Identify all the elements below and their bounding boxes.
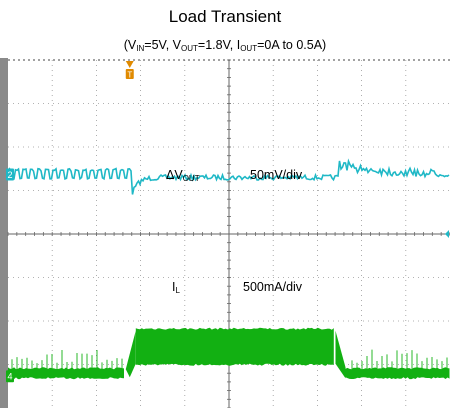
trigger-badge-label: T [127, 71, 132, 80]
channel-marker-label-4: 4 [7, 372, 12, 382]
il-scale-label: 500mA/div [243, 280, 303, 294]
il-falling-edge [335, 330, 346, 379]
vout-trace [7, 158, 450, 195]
oscilloscope-plot: T 2 4 [0, 58, 450, 408]
trigger-arrow [125, 61, 134, 68]
chart-subtitle: (VIN=5V, VOUT=1.8V, IOUT=0A to 0.5A) [123, 38, 327, 53]
il-trace-high [135, 327, 334, 366]
trigger-badge [125, 69, 134, 79]
il-trace-low-right [345, 367, 450, 380]
il-channel-label: IL [172, 280, 180, 295]
scope-markers: T 2 4 [6, 61, 449, 383]
vout-channel-label: ΔVOUT [166, 168, 200, 183]
channel-marker-4 [6, 370, 14, 383]
channel-marker-2 [6, 168, 14, 181]
scope-side-bar [0, 58, 8, 408]
chart-title: Load Transient [168, 7, 282, 26]
vout-scale-label: 50mV/div [250, 168, 303, 182]
scope-traces [7, 158, 450, 380]
right-edge-marker [445, 230, 449, 238]
channel-marker-label-2: 2 [7, 170, 12, 180]
il-rising-edge [125, 330, 136, 378]
